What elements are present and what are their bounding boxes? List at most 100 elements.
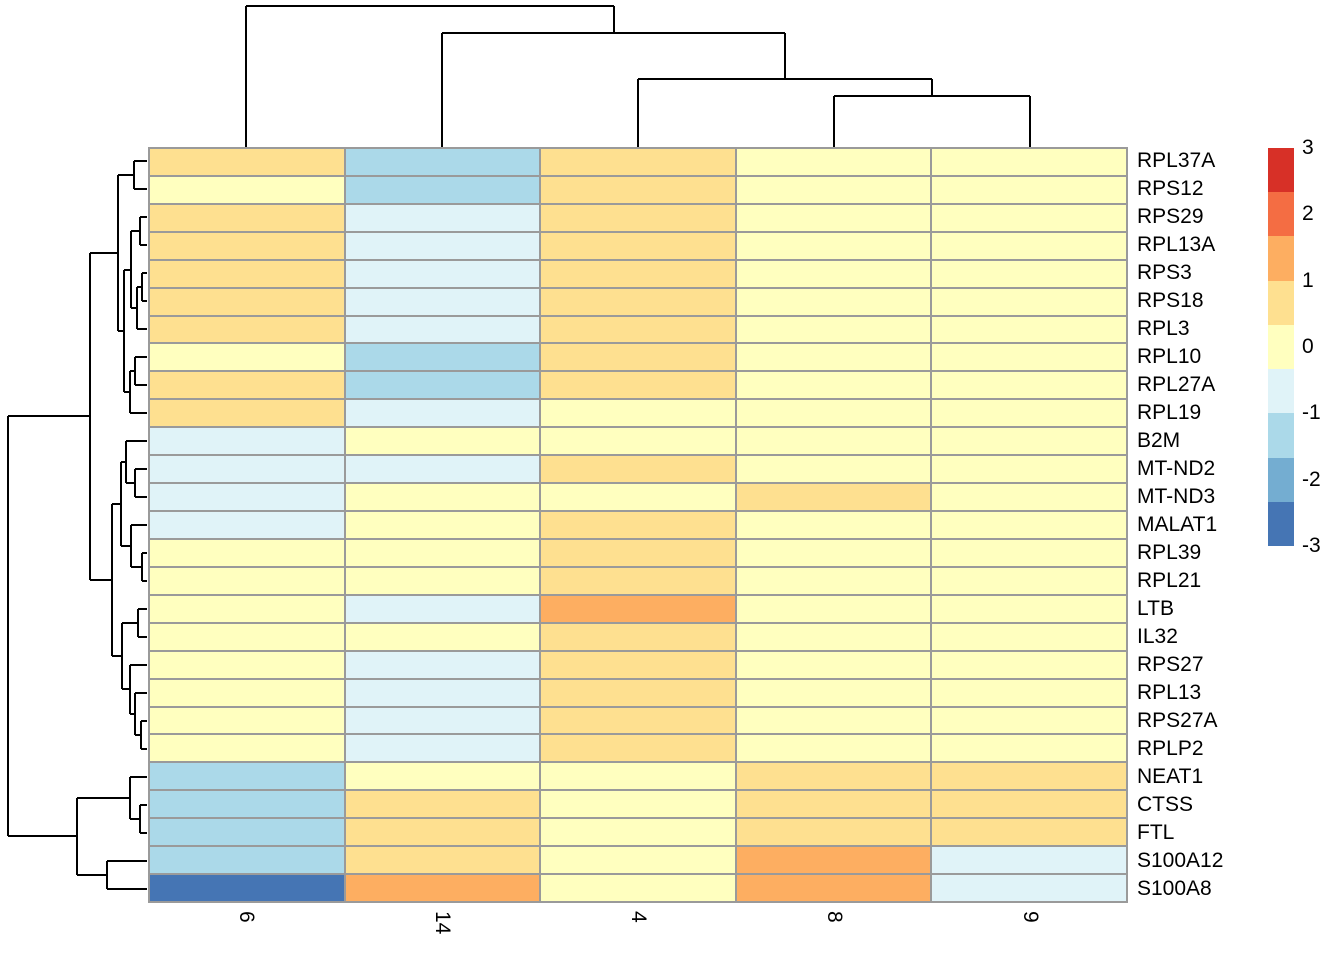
heatmap-cell [736, 763, 931, 790]
heatmap-cell [150, 735, 344, 762]
row-label: LTB [1137, 597, 1174, 620]
heatmap-cell [736, 819, 931, 846]
heatmap-cell [932, 428, 1126, 455]
column-label: 4 [627, 911, 650, 923]
heatmap-cell [541, 232, 735, 259]
heatmap-cell [150, 763, 344, 790]
heatmap-cell [150, 567, 344, 594]
heatmap-grid [148, 147, 1128, 903]
heatmap-cell [541, 875, 735, 901]
heatmap-cell [932, 372, 1126, 399]
heatmap-cell [932, 484, 1126, 511]
heatmap-cell [345, 176, 540, 203]
heatmap-cell [150, 288, 344, 315]
heatmap-cell [345, 372, 540, 399]
heatmap-cell [736, 428, 931, 455]
heatmap-cell [541, 679, 735, 706]
heatmap-cell [932, 316, 1126, 343]
heatmap-cell [345, 847, 540, 874]
heatmap-cell [932, 204, 1126, 231]
heatmap-cell [736, 875, 931, 901]
heatmap-cell [932, 847, 1126, 874]
row-label: S100A12 [1137, 849, 1224, 872]
row-label: RPS12 [1137, 177, 1204, 200]
row-label: RPL39 [1137, 541, 1202, 564]
heatmap-cell [150, 372, 344, 399]
row-label: RPS27A [1137, 709, 1218, 732]
heatmap-cell [150, 260, 344, 287]
heatmap-cell [932, 679, 1126, 706]
heatmap-cell [541, 204, 735, 231]
legend-tick-label: 1 [1302, 268, 1314, 292]
heatmap-cell [736, 344, 931, 371]
legend-color-block [1268, 192, 1294, 237]
heatmap-cell [150, 344, 344, 371]
heatmap-cell [345, 623, 540, 650]
heatmap-cell [345, 651, 540, 678]
heatmap-cell [736, 204, 931, 231]
heatmap-cell [541, 512, 735, 538]
heatmap-cell [736, 372, 931, 399]
row-label: FTL [1137, 821, 1175, 844]
column-label: 8 [823, 911, 846, 923]
row-label: RPL37A [1137, 149, 1216, 172]
heatmap-cell [932, 567, 1126, 594]
heatmap-cell [932, 400, 1126, 427]
heatmap-cell [150, 847, 344, 874]
heatmap-cell [932, 512, 1126, 538]
heatmap-cell [736, 316, 931, 343]
heatmap-cell [150, 484, 344, 511]
row-label: RPS18 [1137, 289, 1204, 312]
heatmap-cell [345, 539, 540, 566]
legend-color-block [1268, 457, 1294, 502]
heatmap-cell [150, 204, 344, 231]
heatmap-cell [736, 623, 931, 650]
heatmap-cell [541, 344, 735, 371]
heatmap-cell [541, 595, 735, 622]
heatmap-cell [736, 232, 931, 259]
heatmap-cell [932, 651, 1126, 678]
heatmap-cell [736, 567, 931, 594]
heatmap-cell [150, 149, 344, 175]
row-label: RPL27A [1137, 373, 1216, 396]
row-label: IL32 [1137, 625, 1178, 648]
heatmap-cell [345, 428, 540, 455]
heatmap-cell [932, 344, 1126, 371]
heatmap-cell [736, 149, 931, 175]
heatmap-cell [541, 316, 735, 343]
row-label: RPLP2 [1137, 737, 1204, 760]
legend-tick-label: -1 [1302, 401, 1321, 425]
legend-tick-label: 3 [1302, 136, 1314, 159]
legend-color-block [1268, 236, 1294, 281]
heatmap-cell [932, 149, 1126, 175]
row-label: RPL10 [1137, 345, 1202, 368]
heatmap-cell [345, 707, 540, 734]
heatmap-cell [150, 400, 344, 427]
heatmap-cell [736, 512, 931, 538]
heatmap-cell [541, 428, 735, 455]
heatmap-cell [150, 539, 344, 566]
heatmap-cell [932, 735, 1126, 762]
heatmap-cell [345, 875, 540, 901]
legend-tick-label: -2 [1302, 467, 1321, 491]
legend-color-block [1268, 148, 1294, 193]
heatmap-cell [541, 623, 735, 650]
heatmap-cell [345, 344, 540, 371]
row-label: RPL3 [1137, 317, 1190, 340]
row-label: CTSS [1137, 793, 1194, 816]
heatmap-cell [736, 288, 931, 315]
heatmap-cell [541, 567, 735, 594]
heatmap-cell [345, 204, 540, 231]
heatmap-cell [541, 484, 735, 511]
heatmap-cell [541, 260, 735, 287]
heatmap-cell [541, 791, 735, 818]
heatmap-cell [345, 512, 540, 538]
heatmap-cell [736, 539, 931, 566]
heatmap-cell [150, 176, 344, 203]
heatmap-cell [932, 875, 1126, 901]
heatmap-cell [736, 176, 931, 203]
heatmap-cell [345, 595, 540, 622]
heatmap-cell [736, 791, 931, 818]
